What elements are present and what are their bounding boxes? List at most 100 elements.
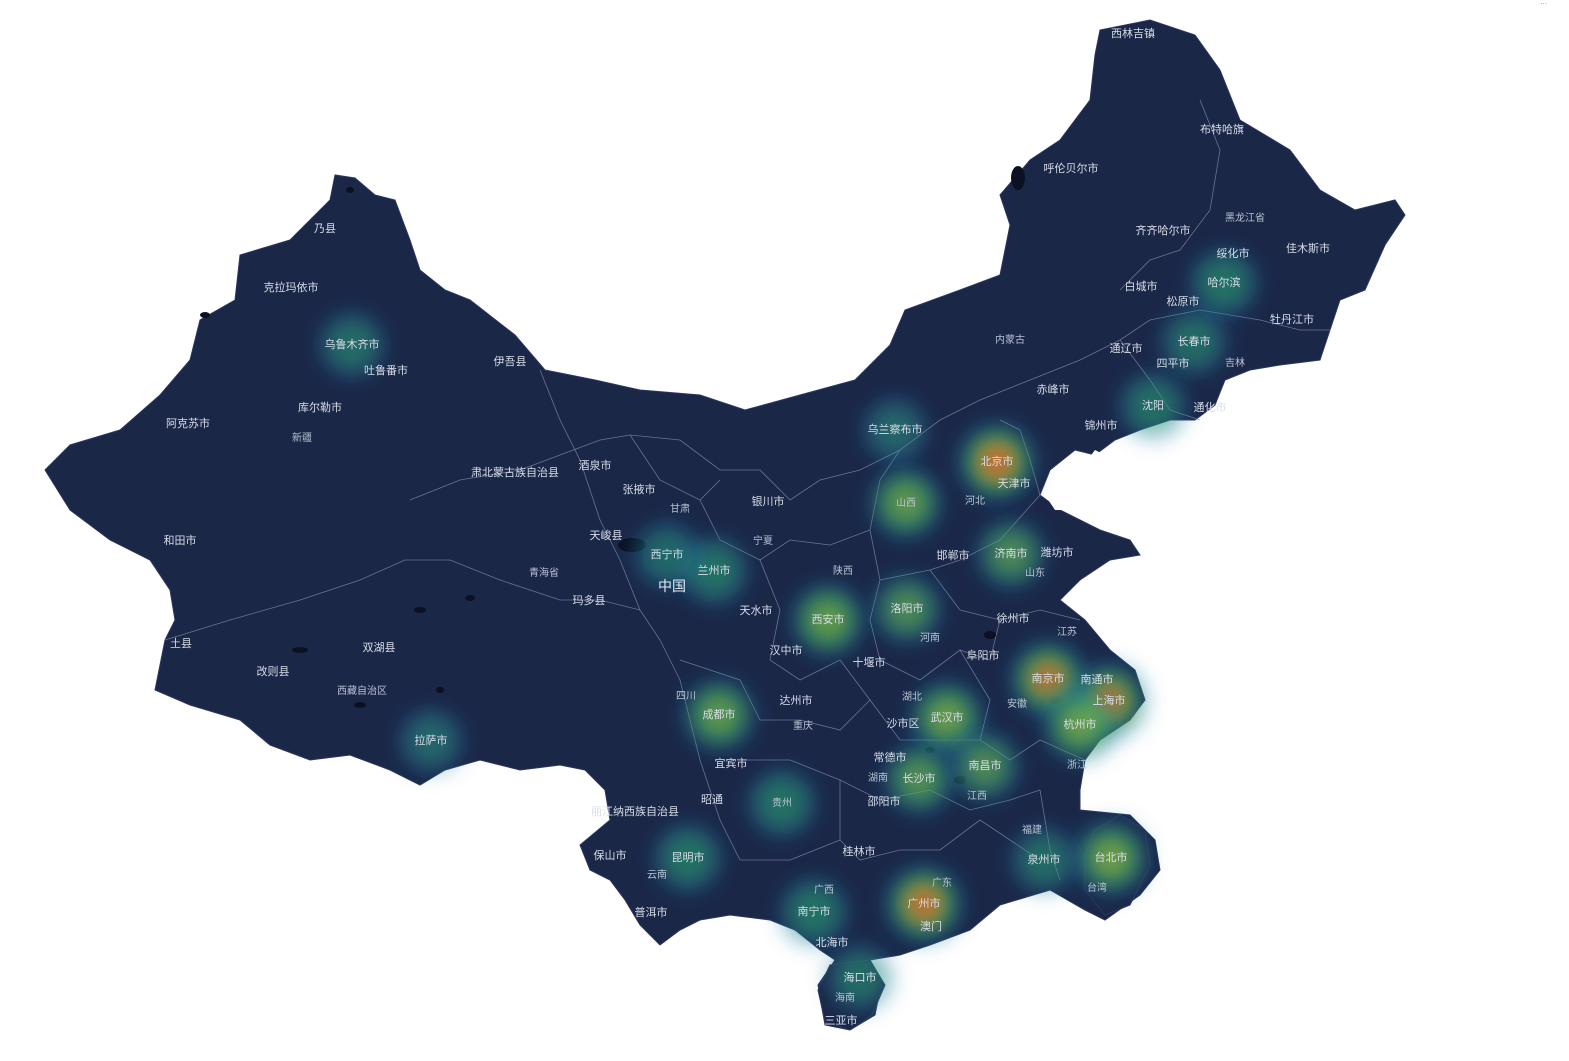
map-label-shanghai: 上海市: [1093, 693, 1126, 707]
map-label-anhui: 安徽: [1007, 697, 1027, 710]
map-label-shashi: 沙市区: [887, 716, 920, 730]
heat-core-green-xining: [641, 529, 693, 581]
heat-core-green-quanzhou: [1018, 834, 1070, 886]
map-label-tuxian: 土县: [170, 637, 192, 650]
map-label-hulunbeier: 呼伦贝尔市: [1044, 161, 1099, 175]
map-label-tianjin: 天津市: [998, 476, 1031, 490]
map-label-zhaotong: 昭通: [701, 793, 723, 806]
map-label-qiqihaer: 齐齐哈尔市: [1136, 223, 1191, 237]
map-label-guizhou: 贵州: [772, 796, 792, 809]
map-label-chongqing: 重庆: [793, 719, 813, 732]
map-label-wulanchabu: 乌兰察布市: [868, 422, 923, 436]
map-label-luoyang: 洛阳市: [891, 601, 924, 615]
heat-core-yellow-nanchang: [966, 747, 1004, 785]
map-label-qinghai: 青海省: [529, 566, 559, 579]
map-label-gaize: 改则县: [257, 664, 290, 678]
map-label-shaanxi: 陕西: [833, 564, 853, 577]
map-label-kuerle: 库尔勒市: [298, 400, 342, 414]
map-label-kelamayi: 克拉玛依市: [264, 280, 319, 294]
map-label-zhongguo: 中国: [658, 579, 686, 595]
map-label-baoshan: 保山市: [594, 848, 627, 862]
map-label-henan: 河南: [920, 631, 940, 644]
map-label-baicheng: 白城市: [1125, 279, 1158, 293]
map-label-shiyan: 十堰市: [853, 655, 886, 669]
map-label-wulumuqi: 乌鲁木齐市: [325, 337, 380, 351]
map-label-nantong: 南通市: [1081, 672, 1114, 686]
map-label-taiwan: 台湾: [1087, 881, 1107, 894]
map-label-fujian: 福建: [1022, 823, 1042, 836]
map-label-shandong: 山东: [1025, 566, 1045, 579]
map-label-lasa: 拉萨市: [415, 733, 448, 747]
map-label-haikou: 海口市: [844, 970, 877, 984]
map-label-aomen: 澳门: [920, 919, 942, 933]
heat-core-green-lasa: [406, 716, 456, 766]
map-label-songyuan: 松原市: [1167, 294, 1200, 308]
map-label-subei: 肃北蒙古族自治县: [471, 465, 559, 479]
map-label-chifeng: 赤峰市: [1037, 382, 1070, 396]
map-label-hubei: 湖北: [902, 691, 922, 703]
map-label-bunaixian: 乃县: [314, 222, 336, 235]
map-label-guangxi: 广西: [814, 884, 834, 896]
heat-core-red-beijing: [983, 448, 1011, 476]
map-label-jinzhou: 锦州市: [1085, 418, 1118, 432]
map-label-xinjiang: 新疆: [292, 431, 312, 444]
map-label-hangzhou: 杭州市: [1064, 717, 1097, 731]
bohai-sea: [1045, 450, 1115, 510]
heat-core-red-guangzhou: [910, 890, 938, 918]
heat-core-red-nanjing: [1034, 665, 1062, 693]
map-label-yinchuan: 银川市: [752, 494, 785, 508]
heat-core-green-haerbin: [1197, 256, 1251, 310]
map-label-handan: 邯郸市: [937, 548, 970, 562]
heat-core-yellow-chengdu: [699, 695, 739, 735]
map-label-guangdong: 广东: [932, 876, 952, 889]
map-label-tongliao: 通辽市: [1110, 341, 1143, 355]
map-label-changde: 常德市: [874, 750, 907, 764]
map-label-mudanjiang: 牡丹江市: [1270, 312, 1314, 326]
heat-layer: [319, 249, 1258, 1011]
map-label-tonghua: 通化市: [1194, 400, 1227, 414]
heat-core-green-lanzhou: [687, 544, 741, 598]
map-label-zhangye: 张掖市: [623, 482, 656, 496]
map-label-ningxia: 宁夏: [753, 534, 773, 547]
heat-core-green-wulumuqi: [326, 319, 378, 371]
map-label-sanya: 三亚市: [825, 1013, 858, 1027]
heat-core-green-changchun: [1168, 316, 1220, 368]
map-label-shanxi: 山西: [896, 497, 916, 509]
heat-core-yellow-jinan: [992, 535, 1030, 573]
heat-core-green-haikou: [834, 952, 886, 1004]
map-label-quanzhou: 泉州市: [1028, 852, 1061, 866]
map-label-yunnan: 云南: [647, 868, 667, 881]
map-label-neimenggu: 内蒙古: [995, 333, 1025, 346]
map-label-xian: 西安市: [812, 612, 845, 626]
map-label-akesu: 阿克苏市: [166, 416, 210, 430]
map-label-xining: 西宁市: [651, 547, 684, 561]
map-label-zhejiang: 浙江: [1067, 759, 1087, 771]
map-label-weifang: 潍坊市: [1041, 545, 1074, 559]
map-label-suihua: 绥化市: [1217, 246, 1250, 260]
map-label-xizang: 西藏自治区: [337, 684, 387, 697]
map-label-jilin: 吉林: [1225, 356, 1245, 369]
corner-text: ···: [1540, 0, 1547, 8]
map-label-jiangsu: 江苏: [1057, 625, 1077, 638]
map-label-buteha: 布特哈旗: [1200, 122, 1244, 136]
heat-core-yellow-wuhan: [926, 697, 968, 739]
heat-core-yellow-luoyang: [888, 590, 926, 628]
map-label-heilongjiang: 黑龙江省: [1225, 211, 1265, 224]
map-label-hebei: 河北: [965, 495, 985, 507]
map-label-siping: 四平市: [1157, 356, 1190, 370]
map-label-xilinjizhen: 西林吉镇: [1111, 26, 1155, 40]
map-label-jiangxi: 江西: [967, 790, 987, 802]
map-label-nanning: 南宁市: [798, 904, 831, 918]
map-label-hunan: 湖南: [868, 771, 888, 784]
map-label-changsha: 长沙市: [903, 771, 936, 785]
map-label-jiuquan: 酒泉市: [579, 458, 612, 472]
map-label-nanchang: 南昌市: [969, 758, 1002, 772]
map-label-hetian: 和田市: [164, 533, 197, 547]
heat-core-green-nanning: [787, 885, 841, 939]
map-label-yibin: 宜宾市: [715, 756, 748, 770]
map-label-fuyang: 阜阳市: [967, 648, 1000, 662]
map-label-chengdu: 成都市: [703, 707, 736, 721]
